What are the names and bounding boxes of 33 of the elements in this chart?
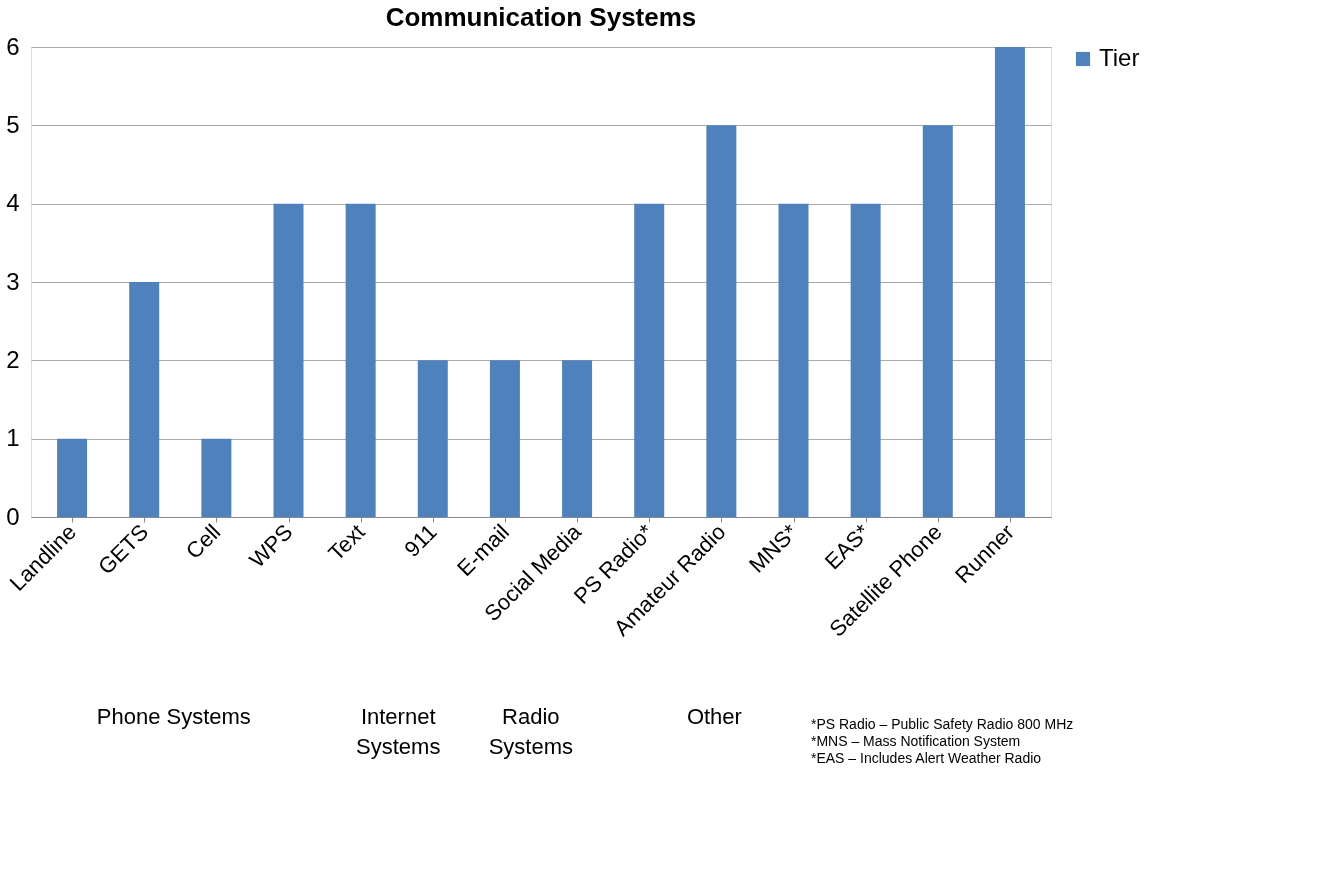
bar (57, 438, 88, 517)
bar (273, 203, 304, 517)
bar (489, 360, 520, 517)
y-tick-label: 2 (6, 345, 20, 373)
bar (634, 203, 665, 517)
text: Internet Systems (356, 704, 441, 759)
legend-label: Tier (1099, 44, 1140, 71)
text: *PS Radio – Public Safety Radio 800 MHz (811, 716, 1074, 733)
chart-title: Communication Systems (385, 2, 697, 32)
y-tick-label: 3 (6, 267, 20, 295)
x-tick-label: Cell (180, 519, 226, 564)
x-tick-label: 911 (399, 519, 442, 562)
y-tick-label: 5 (6, 110, 20, 138)
bar (778, 203, 809, 517)
y-tick-label: 6 (6, 32, 20, 60)
bar (562, 360, 593, 517)
bar (706, 125, 737, 517)
text: *EAS – Includes Alert Weather Radio (811, 749, 1042, 766)
bar (201, 438, 232, 517)
bar (417, 360, 448, 517)
y-tick-label: 4 (6, 189, 20, 217)
text: *MNS – Mass Notification System (811, 733, 1021, 749)
text: Other (686, 704, 742, 729)
x-tick-label: Text (323, 519, 370, 566)
bar (129, 282, 160, 517)
bar (345, 203, 376, 517)
y-tick-label: 0 (6, 502, 20, 530)
bar (994, 47, 1025, 517)
y-tick-label: 1 (6, 424, 20, 452)
bar (850, 203, 881, 517)
bar (922, 125, 953, 517)
text: Radio Systems (488, 704, 573, 759)
text: Phone Systems (96, 704, 251, 729)
